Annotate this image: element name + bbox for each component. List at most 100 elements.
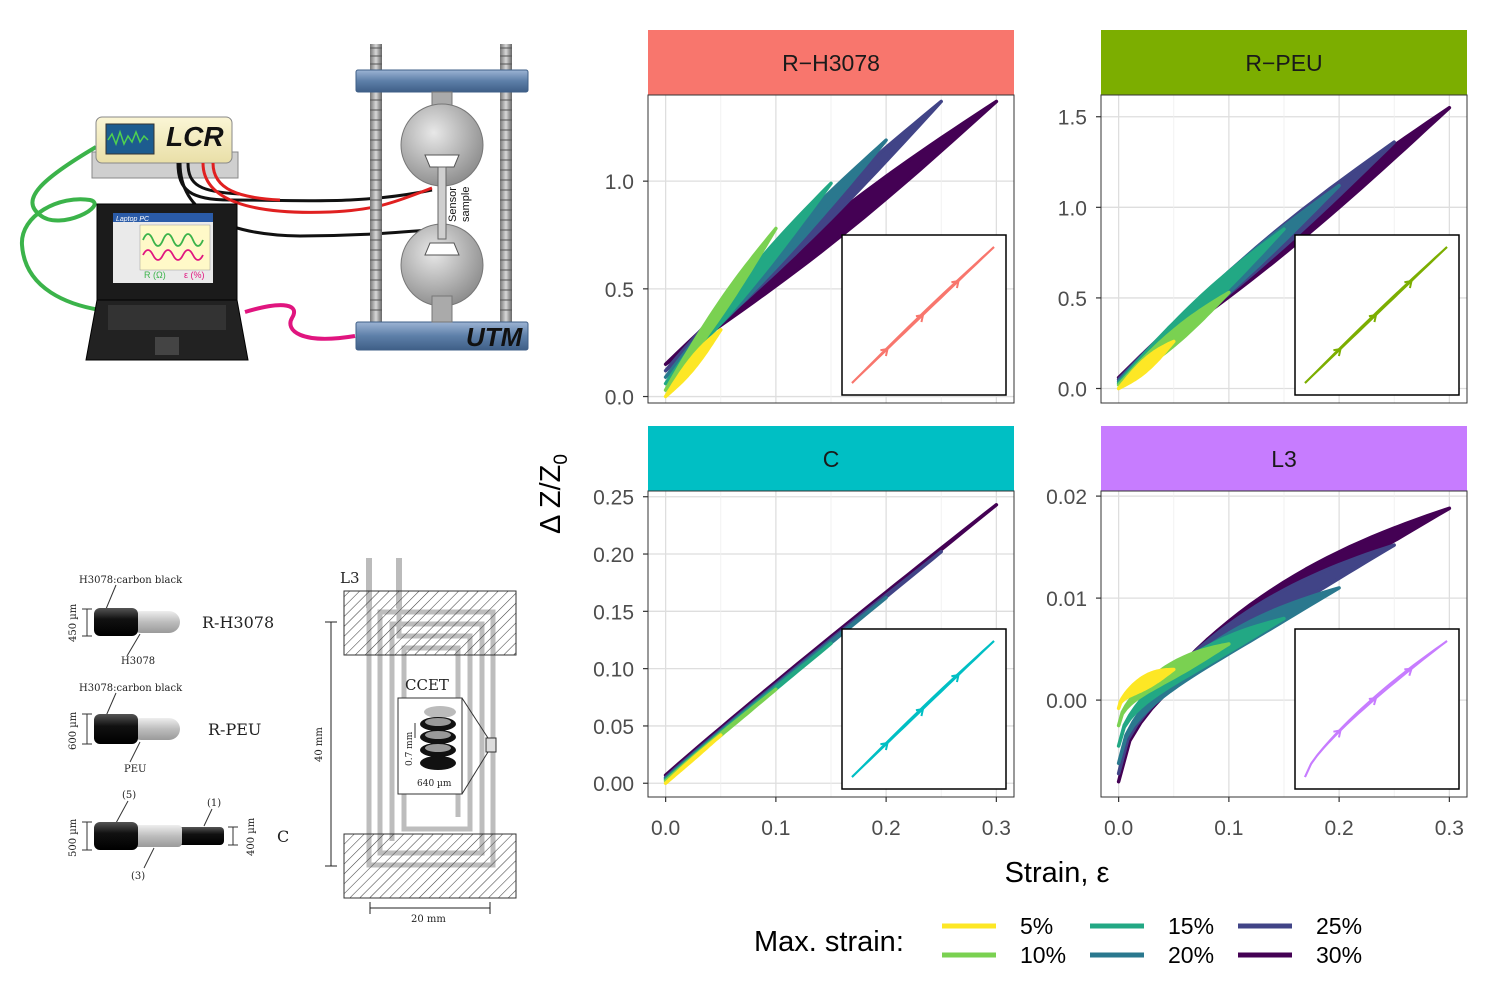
rh3078-name: R-H3078 (202, 613, 274, 632)
y-tick-label: 0.0 (1058, 379, 1087, 402)
inset-arrow (1404, 279, 1413, 289)
laptop: Laptop PC R (Ω) ε (%) (85, 203, 249, 361)
rh3078-core-label: H3078 (121, 656, 155, 667)
sensor-rpeu: H3078:carbon black PEU 600 µm R-PEU (68, 683, 261, 775)
utm-frame: Sensor sample UTM (355, 44, 529, 352)
green-cable (19, 145, 101, 312)
series-group (1116, 506, 1452, 784)
inset-box (1294, 628, 1460, 790)
c-dim-left: 500 µm (68, 818, 79, 857)
legend-label-5pct: 5% (1020, 913, 1053, 939)
strain-label: ε (%) (184, 270, 205, 280)
inset-arrow (1404, 667, 1413, 676)
y-tick-label: 1.0 (1058, 197, 1087, 220)
facet-strip (1101, 426, 1467, 491)
facet-strip (648, 426, 1014, 491)
y-tick-label: 1.0 (605, 171, 634, 194)
y-tick-label: 0.5 (605, 279, 634, 302)
legend-label-10pct: 10% (1020, 942, 1066, 968)
legend-title: Max. strain: (754, 926, 904, 958)
series-loop-5pct (663, 328, 723, 399)
facet-strip-label: L3 (1271, 446, 1297, 472)
rpeu-dim: 600 µm (68, 711, 79, 750)
panel-border (1100, 94, 1468, 404)
laptop-title: Laptop PC (116, 216, 150, 223)
series-group (663, 99, 999, 399)
x-axis-title: Strain, ε (1005, 857, 1110, 889)
ccet-pitch: 0.7 mm (405, 731, 415, 766)
y-tick-label: 0.02 (1046, 486, 1087, 509)
inset-curve-down (851, 246, 995, 384)
x-tick-label: 0.1 (761, 817, 790, 840)
series-loop-5pct (1116, 339, 1176, 391)
y-tick-label: 0.20 (593, 544, 634, 567)
legend-label-15pct: 15% (1168, 913, 1214, 939)
ccet-title: CCET (405, 676, 449, 694)
rpeu-name: R-PEU (208, 720, 261, 739)
facet-strip-label: R−H3078 (782, 50, 880, 76)
legend-label-20pct: 20% (1168, 942, 1214, 968)
y-tick-label: 0.15 (593, 601, 634, 624)
rh3078-coat-label: H3078:carbon black (79, 575, 183, 586)
l3-name: L3 (340, 569, 360, 587)
facet-strip (1101, 30, 1467, 95)
series-loop-5pct (1116, 667, 1176, 711)
x-tick-label: 0.3 (982, 817, 1011, 840)
faceted-chart: R−H3078 0.0 0.5 1.0 R−PEU 0.0 0.5 1.0 1.5 C 0.00 0.… (593, 30, 1468, 840)
y-tick-label: 0.5 (1058, 288, 1087, 311)
c-n1: (1) (207, 798, 221, 809)
panel-border (647, 490, 1015, 798)
panel-border (647, 94, 1015, 404)
x-tick-label: 0.3 (1435, 817, 1464, 840)
facet-strip-label: C (823, 446, 840, 472)
rh3078-dim: 450 µm (68, 603, 79, 642)
y-tick-label: 1.5 (1058, 107, 1087, 130)
inset-arrow (915, 313, 925, 323)
c-name: C (277, 827, 289, 846)
rpeu-core-label: PEU (124, 764, 146, 775)
rpeu-coat-label: H3078:carbon black (79, 683, 183, 694)
inset-curve-down (1304, 246, 1448, 384)
inset-arrow (1368, 696, 1378, 706)
inset-curve-down (851, 640, 995, 778)
l3-height-dim: 40 mm (314, 727, 325, 762)
y-tick-label: 0.05 (593, 716, 634, 739)
series-group (1116, 105, 1452, 391)
ccet-coil (420, 706, 456, 770)
inset-curve-down (1304, 640, 1448, 778)
sample-label-1: Sensor (447, 187, 459, 222)
inset-arrow (1333, 347, 1342, 357)
series-loop-10pct (663, 226, 778, 392)
l3-layout-schematic: L3 40 mm 20 mm CCET 0.7 mm 640 µm (314, 558, 517, 925)
x-tick-label: 0.0 (1104, 817, 1133, 840)
inset-arrow (951, 673, 960, 683)
inset-arrow (951, 279, 960, 289)
facet-panel-2: C 0.00 0.05 0.10 0.15 0.20 0.25 0.0 0.1 0.2 0.3 (593, 426, 1015, 840)
test-setup-illustration: LCR Laptop PC R (Ω) ε (%) (19, 44, 529, 361)
x-tick-label: 0.2 (872, 817, 901, 840)
inset-arrow (880, 347, 889, 357)
y-tick-label: 0.0 (605, 387, 634, 410)
y-tick-label: 0.10 (593, 659, 634, 682)
y-tick-label: 0.25 (593, 487, 634, 510)
y-tick-label: 0.01 (1046, 588, 1087, 611)
sensor-schematics: H3078:carbon black H3078 450 µm R-H3078 … (68, 575, 289, 882)
ccet-width: 640 µm (417, 779, 452, 789)
inset-arrow (915, 707, 925, 717)
l3-width-dim: 20 mm (411, 914, 446, 925)
resistance-label: R (Ω) (144, 270, 166, 280)
facet-strip (648, 30, 1014, 95)
inset-arrow (1333, 729, 1342, 738)
c-n3: (3) (131, 871, 145, 882)
lcr-label: LCR (166, 121, 224, 152)
y-axis-title: Δ Z/Z0 (535, 454, 572, 534)
panel-border (1100, 490, 1468, 798)
y-tick-label: 0.00 (593, 773, 634, 796)
x-tick-label: 0.0 (651, 817, 680, 840)
sensor-rh3078: H3078:carbon black H3078 450 µm R-H3078 (68, 575, 274, 667)
inset-arrow (1368, 313, 1378, 323)
sensor-c: (5) (1) (3) 500 µm 400 µm C (68, 790, 289, 882)
pink-cable (244, 303, 356, 341)
facet-panel-1: R−PEU 0.0 0.5 1.0 1.5 (1058, 30, 1468, 404)
